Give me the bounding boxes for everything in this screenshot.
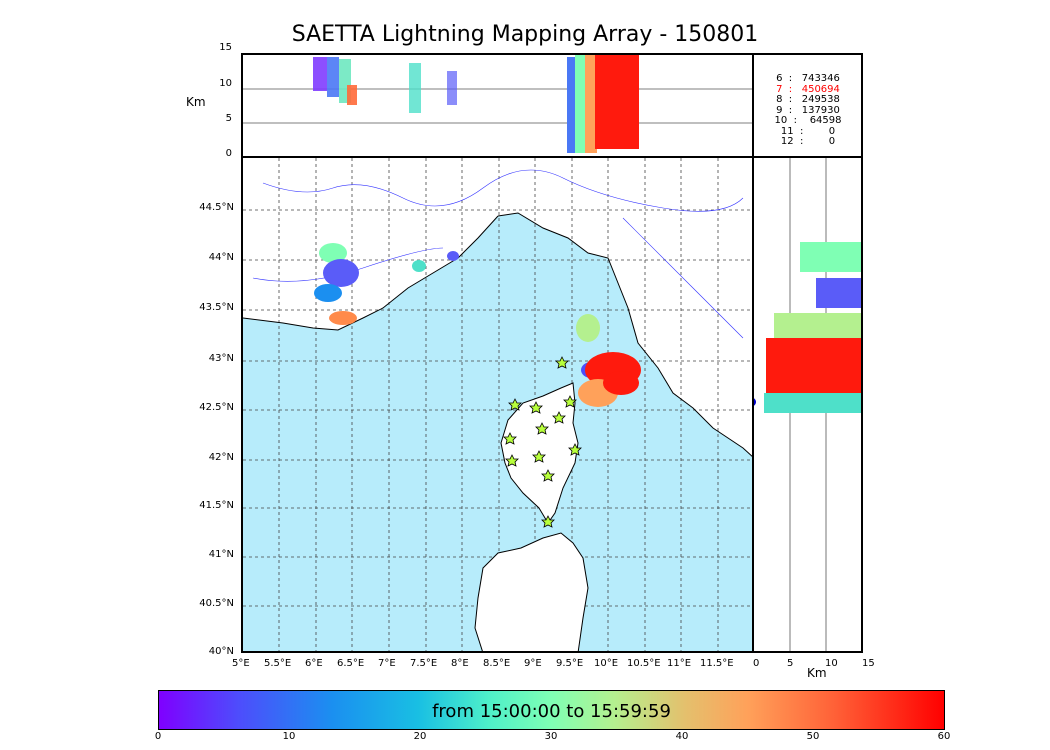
star-icon (529, 401, 543, 414)
colorbar-tick: 60 (937, 731, 951, 742)
alt-ytick-0: 0 (225, 148, 232, 159)
colorbar-tick: 30 (544, 731, 558, 742)
map-panel (241, 156, 754, 653)
count-row: 6 : 743346 (776, 73, 840, 84)
star-icon (503, 432, 517, 445)
star-icon (532, 450, 546, 463)
lightning-cluster-side (764, 242, 861, 413)
colorbar-tick: 50 (806, 731, 820, 742)
altitude-longitude-panel (241, 53, 754, 158)
star-icon (508, 398, 522, 411)
altitude-latitude-plot (754, 158, 861, 651)
lat-tick: 43.5°N (199, 302, 234, 313)
side-xtick: 10 (825, 658, 838, 669)
lat-tick: 44°N (208, 252, 234, 263)
count-row: 10 : 64598 (774, 115, 842, 126)
lat-tick: 40°N (208, 646, 234, 657)
star-icon (568, 443, 582, 456)
altitude-latitude-panel (752, 156, 863, 653)
lat-tick: 42°N (208, 452, 234, 463)
lon-tick: 11.5°E (700, 658, 734, 669)
star-icon (563, 395, 577, 408)
side-xtick: 0 (753, 658, 760, 669)
lat-tick: 41°N (208, 549, 234, 560)
lon-tick: 9°E (524, 658, 542, 669)
star-icon (555, 356, 569, 369)
lightning-cluster-east-alt (567, 55, 639, 153)
stations (503, 356, 582, 528)
colorbar-tick: 0 (154, 731, 162, 742)
lon-tick: 6.5°E (337, 658, 365, 669)
lat-tick: 42.5°N (199, 402, 234, 413)
colorbar-caption: from 15:00:00 to 15:59:59 (432, 701, 671, 722)
side-xtick: 15 (862, 658, 875, 669)
colorbar: from 15:00:00 to 15:59:59 (158, 690, 945, 730)
colorbar-tick: 10 (282, 731, 296, 742)
lightning-cluster-provence (314, 243, 459, 325)
count-row: 11 : 0 (780, 125, 836, 137)
lat-tick: 44.5°N (199, 202, 234, 213)
colorbar-tick: 20 (413, 731, 427, 742)
star-icon (535, 422, 549, 435)
alt-ytick-10: 10 (219, 78, 232, 89)
lon-tick: 8.5°E (483, 658, 511, 669)
star-icon (541, 469, 555, 482)
lat-tick: 43°N (208, 353, 234, 364)
alt-unit-label: Km (186, 95, 206, 109)
altitude-longitude-plot (243, 55, 752, 153)
side-unit-label: Km (807, 666, 827, 680)
colorbar-tick: 40 (675, 731, 689, 742)
counts-table: 6 : 743346 7 : 450694 8 : 249538 9 : 137… (756, 73, 860, 148)
lat-tick: 40.5°N (199, 598, 234, 609)
lon-tick: 9.5°E (556, 658, 584, 669)
count-row: 8 : 249538 (776, 94, 840, 105)
map-plot (243, 158, 752, 651)
count-row: 7 : 450694 (776, 83, 840, 95)
lon-tick: 5°E (232, 658, 250, 669)
chart-title: SAETTA Lightning Mapping Array - 150801 (291, 22, 759, 47)
lightning-cluster-corsica (576, 314, 641, 407)
lon-tick: 6°E (305, 658, 323, 669)
lon-tick: 8°E (451, 658, 469, 669)
star-icon (541, 515, 555, 528)
side-xtick: 5 (787, 658, 794, 669)
lightning-cluster-west-alt (313, 57, 457, 113)
sea-area (243, 213, 752, 651)
lat-tick: 41.5°N (199, 500, 234, 511)
lon-tick: 7°E (378, 658, 396, 669)
count-row: 9 : 137930 (776, 104, 840, 116)
sardinia-island (474, 532, 589, 651)
star-icon (552, 411, 566, 424)
alt-ytick-5: 5 (225, 113, 232, 124)
count-row: 12 : 0 (780, 136, 836, 147)
lon-tick: 10.5°E (627, 658, 661, 669)
alt-ytick-15: 15 (219, 42, 232, 53)
lon-tick: 5.5°E (264, 658, 292, 669)
lon-tick: 11°E (667, 658, 692, 669)
star-icon (505, 454, 519, 467)
lon-tick: 7.5°E (410, 658, 438, 669)
lon-tick: 10°E (594, 658, 619, 669)
